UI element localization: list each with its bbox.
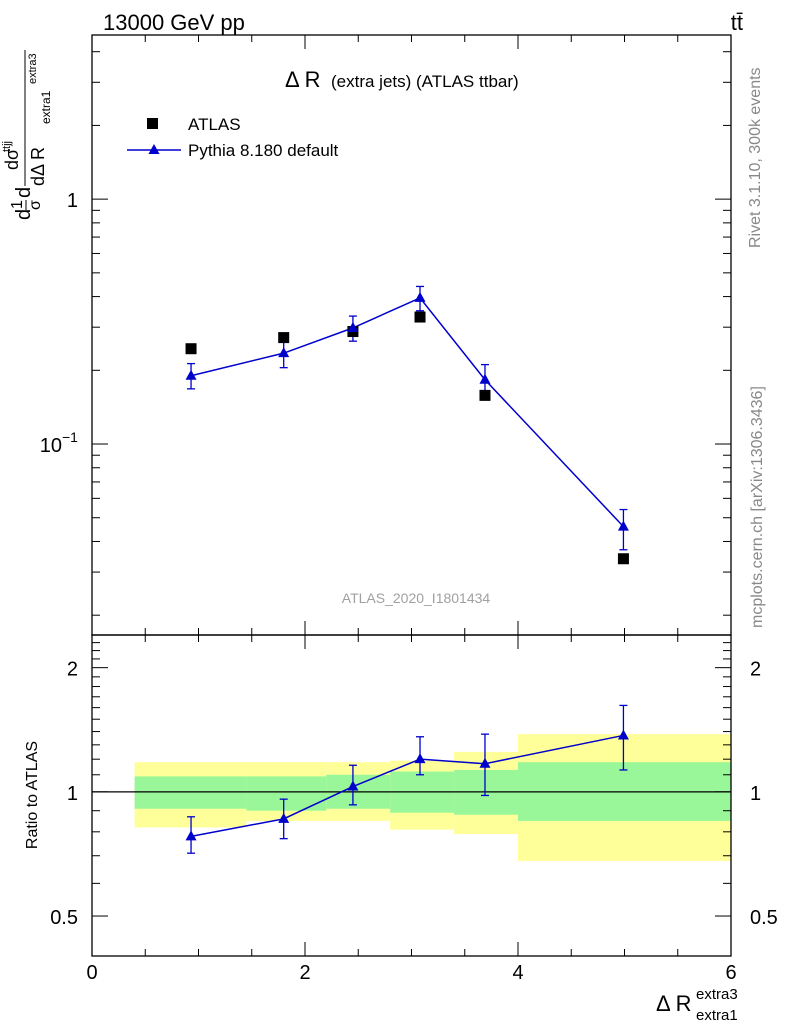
xaxis-label-sub: extra1 bbox=[696, 1007, 738, 1024]
ratio-ylabel: Ratio to ATLAS bbox=[24, 741, 41, 849]
mcplots-label: mcplots.cern.ch [arXiv:1306.3436] bbox=[749, 386, 766, 628]
xtick-label: 2 bbox=[299, 962, 310, 984]
ratio-ytick-label: 1 bbox=[67, 783, 78, 805]
ratio-point bbox=[414, 753, 426, 764]
ratio-point bbox=[185, 830, 197, 841]
atlas-point bbox=[278, 332, 290, 344]
ratio-frame bbox=[91, 634, 732, 957]
ratio-data-marks bbox=[185, 704, 629, 854]
ratio-bands bbox=[92, 734, 731, 861]
main-axis-ticks: 1 10 −1 bbox=[40, 35, 732, 635]
atlas-point bbox=[479, 389, 491, 401]
ratio-point bbox=[479, 757, 491, 768]
main-ylabel-one: 1 bbox=[9, 200, 26, 209]
pythia-point bbox=[185, 369, 197, 380]
ratio-band-inner bbox=[246, 776, 327, 811]
ratio-panel: 0 2 4 6 2 2 1 1 0.5 0.5 bbox=[50, 634, 778, 984]
ratio-ytick-label-right: 1 bbox=[750, 783, 761, 805]
main-ylabel-text: d bbox=[13, 209, 35, 220]
xaxis-label-sup: extra3 bbox=[696, 986, 738, 1003]
analysis-watermark: ATLAS_2020_I1801434 bbox=[342, 590, 491, 606]
xaxis-label: Δ R extra3 extra1 bbox=[656, 986, 738, 1024]
main-ylabel: d 1 σ d dσ ttjj dΔ R extra1 extra3 bbox=[1, 50, 53, 220]
main-panel: 1 10 −1 bbox=[40, 34, 732, 636]
main-title-suffix: (extra jets) (ATLAS ttbar) bbox=[331, 72, 519, 91]
legend-atlas-marker bbox=[147, 118, 158, 129]
pythia-point bbox=[278, 347, 290, 358]
legend-pythia-label: Pythia 8.180 default bbox=[188, 141, 339, 160]
pythia-point bbox=[479, 373, 491, 384]
atlas-point bbox=[414, 311, 426, 323]
ratio-band-inner bbox=[134, 776, 247, 809]
legend-atlas-label: ATLAS bbox=[188, 115, 241, 134]
ratio-series-line bbox=[190, 734, 624, 838]
header-right: tt̄ bbox=[731, 10, 743, 35]
legend-pythia-marker bbox=[148, 144, 160, 154]
ratio-ytick-label: 0.5 bbox=[50, 907, 78, 929]
main-ylabel-den: dΔ R bbox=[28, 147, 48, 186]
ratio-ytick-label: 2 bbox=[67, 659, 78, 681]
main-ytick-label: 10 bbox=[40, 435, 62, 457]
xtick-label: 6 bbox=[725, 962, 736, 984]
main-ylabel-d2: d bbox=[13, 187, 35, 198]
main-data-marks bbox=[185, 285, 629, 565]
legend: ATLAS Pythia 8.180 default bbox=[127, 115, 339, 160]
ratio-point bbox=[278, 812, 290, 823]
main-ylabel-sup: extra3 bbox=[27, 53, 39, 84]
main-ylabel-sub: extra1 bbox=[39, 90, 53, 124]
rivet-label: Rivet 3.1.10, 300k events bbox=[747, 67, 764, 248]
pythia-point bbox=[414, 291, 426, 302]
ratio-ytick-label-right: 2 bbox=[750, 659, 761, 681]
ratio-axis-ticks: 0 2 4 6 2 2 1 1 0.5 0.5 bbox=[50, 635, 778, 984]
main-ylabel-sigma: σ bbox=[27, 200, 44, 210]
ratio-ytick-label-right: 0.5 bbox=[750, 907, 778, 929]
main-ylabel-tt: ttjj bbox=[1, 141, 13, 152]
pythia-point bbox=[617, 520, 629, 531]
pythia-series-line bbox=[190, 296, 624, 528]
xtick-label: 0 bbox=[86, 962, 97, 984]
header-left: 13000 GeV pp bbox=[103, 10, 245, 35]
main-ylabel-num: dσ bbox=[2, 149, 22, 170]
pythia-point bbox=[347, 321, 359, 332]
main-title-prefix: Δ R bbox=[285, 67, 320, 92]
ratio-point bbox=[617, 729, 629, 740]
main-ytick-label: 1 bbox=[67, 190, 78, 212]
xtick-label: 4 bbox=[512, 962, 523, 984]
atlas-point bbox=[617, 553, 629, 565]
atlas-point bbox=[185, 343, 197, 355]
main-ytick-exp: −1 bbox=[62, 429, 78, 445]
xaxis-label-main: Δ R bbox=[656, 991, 691, 1016]
ratio-point bbox=[347, 780, 359, 791]
